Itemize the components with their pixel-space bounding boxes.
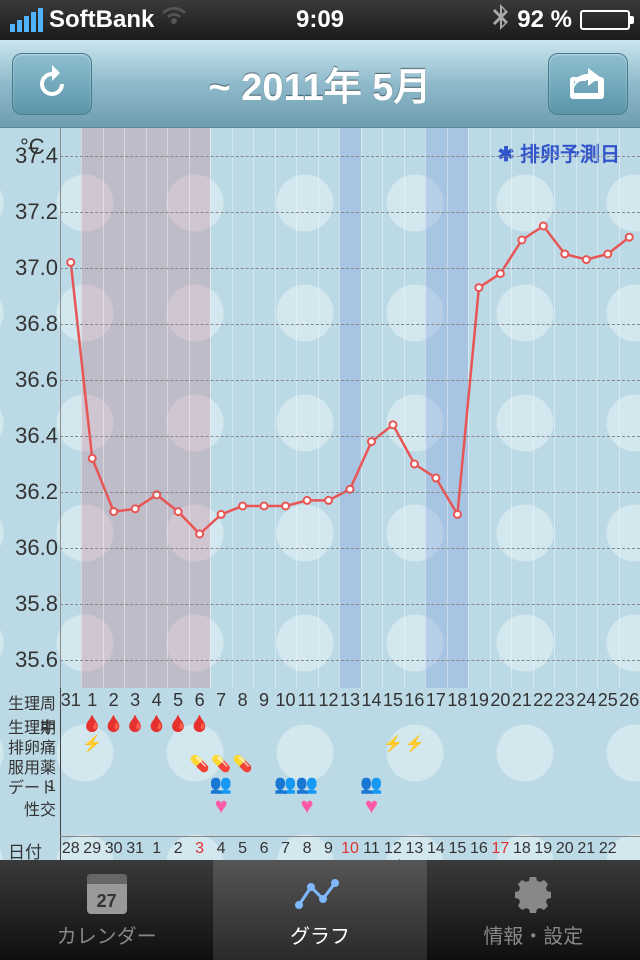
bluetooth-icon <box>493 4 509 36</box>
graph-icon <box>295 872 345 916</box>
status-bar: SoftBank 9:09 92 % <box>0 0 640 40</box>
tab-calendar[interactable]: 27 カレンダー <box>0 860 213 960</box>
date-row-label: 日付 <box>8 838 42 860</box>
nav-bar: ~ 2011年 5月 <box>0 40 640 128</box>
tab-graph-label: グラフ <box>290 920 350 949</box>
status-time: 9:09 <box>296 6 344 34</box>
share-button[interactable] <box>548 53 628 115</box>
tab-bar: 27 カレンダー グラフ 情報・設定 <box>0 860 640 960</box>
signal-bars-icon <box>10 8 43 32</box>
calendar-icon: 27 <box>87 874 127 914</box>
tab-settings[interactable]: 情報・設定 <box>427 860 640 960</box>
page-title: ~ 2011年 5月 <box>209 56 432 111</box>
tab-settings-label: 情報・設定 <box>483 920 583 949</box>
refresh-button[interactable] <box>12 53 92 115</box>
battery-pct-label: 92 % <box>517 6 572 34</box>
event-tracks: 日付 2011年4月 28293031123456789101112131415… <box>0 688 640 860</box>
battery-icon <box>580 10 630 30</box>
tab-calendar-label: カレンダー <box>57 920 157 949</box>
gear-icon <box>511 872 555 916</box>
carrier-label: SoftBank <box>49 6 154 34</box>
date-row: 2829303112345678910111213141516171819202… <box>60 836 640 856</box>
tab-graph[interactable]: グラフ <box>213 860 426 960</box>
wifi-icon <box>160 6 188 35</box>
chart-area: 排卵予測日 °C 日付 2011年4月 28293031123456789101… <box>0 128 640 860</box>
